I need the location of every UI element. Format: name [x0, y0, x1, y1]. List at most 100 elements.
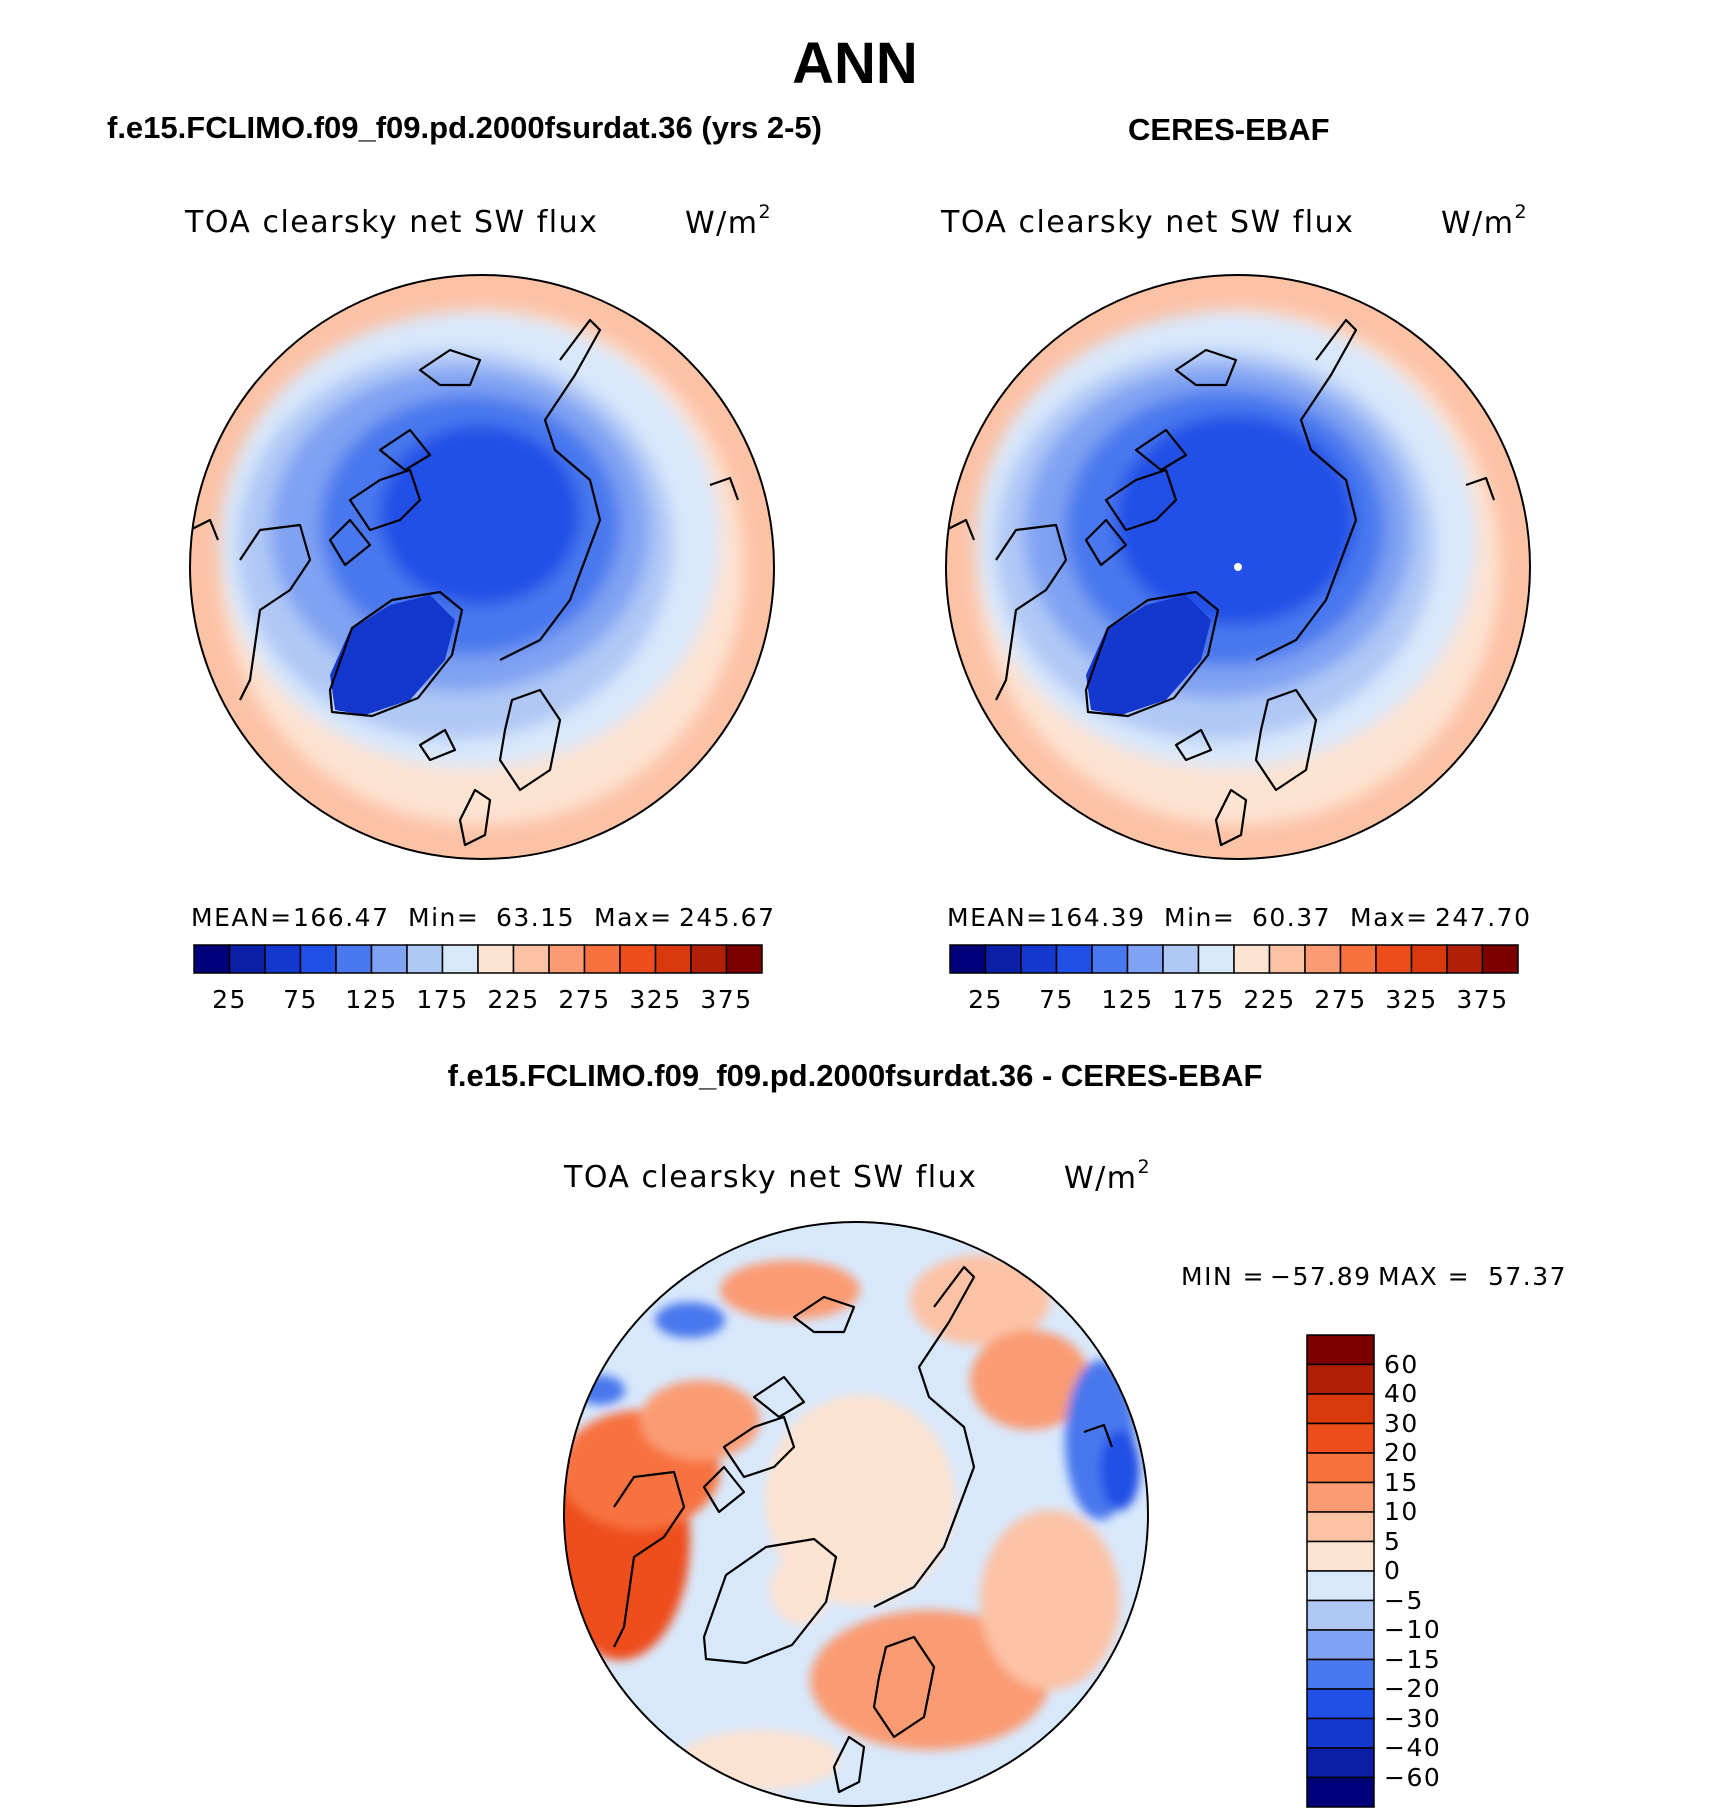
- model-polar-map: [189, 274, 775, 860]
- diff-colorbar: [1306, 1334, 1375, 1808]
- obs-variable-label: TOA clearsky net SW flux: [941, 205, 1355, 240]
- obs-polar-map: [945, 274, 1531, 860]
- colorbar-box: [1306, 1511, 1375, 1543]
- colorbar-box: [1306, 1688, 1375, 1720]
- colorbar-tick-label: 275: [558, 985, 611, 1014]
- model-variable-label: TOA clearsky net SW flux: [185, 205, 599, 240]
- obs-max-label: Max=: [1350, 903, 1429, 932]
- model-min-value: 63.15: [496, 903, 576, 932]
- colorbar-box: [1268, 944, 1306, 974]
- colorbar-tick-label: 175: [416, 985, 469, 1014]
- main-title: ANN: [792, 31, 918, 96]
- colorbar-tick-label: −10: [1384, 1615, 1442, 1644]
- model-colorbar: [193, 944, 763, 974]
- colorbar-box: [548, 944, 586, 974]
- colorbar-tick-label: 275: [1314, 985, 1367, 1014]
- colorbar-tick-label: 375: [1456, 985, 1509, 1014]
- model-max-label: Max=: [594, 903, 673, 932]
- colorbar-box: [949, 944, 987, 974]
- diff-variable-label: TOA clearsky net SW flux: [564, 1160, 978, 1195]
- colorbar-box: [1306, 1540, 1375, 1572]
- colorbar-tick-label: 20: [1384, 1438, 1419, 1467]
- colorbar-tick-label: 75: [1039, 985, 1074, 1014]
- obs-max-value: 247.70: [1435, 903, 1532, 932]
- obs-min-label: Min=: [1164, 903, 1236, 932]
- colorbar-tick-label: 175: [1172, 985, 1225, 1014]
- colorbar-tick-label: 30: [1384, 1408, 1419, 1438]
- colorbar-tick-label: −30: [1384, 1703, 1442, 1733]
- colorbar-box: [299, 944, 337, 974]
- colorbar-tick-label: 375: [700, 985, 753, 1014]
- diff-min-value: −57.89: [1270, 1262, 1372, 1291]
- colorbar-box: [583, 944, 621, 974]
- colorbar-box: [1306, 1481, 1375, 1513]
- model-case-title: f.e15.FCLIMO.f09_f09.pd.2000fsurdat.36 (…: [107, 110, 822, 145]
- colorbar-box: [441, 944, 479, 974]
- colorbar-box: [193, 944, 231, 974]
- colorbar-box: [1020, 944, 1058, 974]
- colorbar-tick-label: 225: [1243, 985, 1296, 1014]
- colorbar-box: [335, 944, 373, 974]
- colorbar-tick-label: −40: [1384, 1733, 1442, 1762]
- colorbar-box: [1306, 1717, 1375, 1749]
- obs-mean-value: 164.39: [1049, 903, 1146, 932]
- colorbar-box: [619, 944, 657, 974]
- diff-max-value: 57.37: [1488, 1262, 1568, 1291]
- colorbar-tick-label: −20: [1384, 1674, 1442, 1703]
- model-mean-label: MEAN=: [191, 903, 293, 932]
- obs-case-title: CERES-EBAF: [1128, 112, 1330, 147]
- colorbar-box: [1306, 1599, 1375, 1631]
- colorbar-box: [1304, 944, 1342, 974]
- colorbar-box: [1306, 1422, 1375, 1454]
- obs-units-label: W/m2: [1441, 201, 1529, 241]
- model-max-value: 245.67: [679, 903, 776, 932]
- colorbar-box: [1446, 944, 1484, 974]
- colorbar-box: [477, 944, 515, 974]
- colorbar-tick-label: 25: [968, 985, 1003, 1014]
- model-units-label: W/m2: [685, 201, 773, 241]
- colorbar-box: [1481, 944, 1519, 974]
- model-min-label: Min=: [408, 903, 480, 932]
- colorbar-box: [1306, 1776, 1375, 1808]
- colorbar-tick-label: 325: [629, 985, 682, 1014]
- colorbar-box: [725, 944, 763, 974]
- colorbar-box: [228, 944, 266, 974]
- colorbar-tick-label: 5: [1384, 1526, 1402, 1556]
- colorbar-tick-label: 125: [1101, 985, 1154, 1014]
- colorbar-tick-label: 40: [1384, 1379, 1419, 1408]
- colorbar-box: [1091, 944, 1129, 974]
- colorbar-box: [1233, 944, 1271, 974]
- colorbar-box: [1306, 1570, 1375, 1602]
- colorbar-box: [1306, 1658, 1375, 1690]
- colorbar-tick-label: 10: [1384, 1497, 1419, 1526]
- colorbar-box: [1306, 1747, 1375, 1779]
- colorbar-box: [1306, 1629, 1375, 1661]
- colorbar-box: [512, 944, 550, 974]
- colorbar-box: [654, 944, 692, 974]
- obs-colorbar: [949, 944, 1519, 974]
- colorbar-box: [264, 944, 302, 974]
- obs-min-value: 60.37: [1252, 903, 1332, 932]
- colorbar-box: [984, 944, 1022, 974]
- colorbar-tick-label: 15: [1384, 1467, 1419, 1497]
- colorbar-box: [406, 944, 444, 974]
- colorbar-box: [1306, 1363, 1375, 1395]
- colorbar-box: [1306, 1393, 1375, 1425]
- colorbar-box: [1339, 944, 1377, 974]
- diff-case-title: f.e15.FCLIMO.f09_f09.pd.2000fsurdat.36 -…: [447, 1058, 1263, 1093]
- diff-min-label: MIN =: [1181, 1262, 1266, 1291]
- diff-max-label: MAX =: [1378, 1262, 1471, 1291]
- colorbar-tick-label: 125: [345, 985, 398, 1014]
- colorbar-tick-label: −5: [1384, 1585, 1424, 1615]
- diff-polar-map: [563, 1221, 1149, 1807]
- colorbar-box: [1055, 944, 1093, 974]
- colorbar-tick-label: 325: [1385, 985, 1438, 1014]
- colorbar-box: [690, 944, 728, 974]
- colorbar-tick-label: 25: [212, 985, 247, 1014]
- colorbar-tick-label: −15: [1384, 1644, 1442, 1674]
- colorbar-box: [1306, 1334, 1375, 1366]
- obs-mean-label: MEAN=: [947, 903, 1049, 932]
- colorbar-box: [370, 944, 408, 974]
- colorbar-box: [1197, 944, 1235, 974]
